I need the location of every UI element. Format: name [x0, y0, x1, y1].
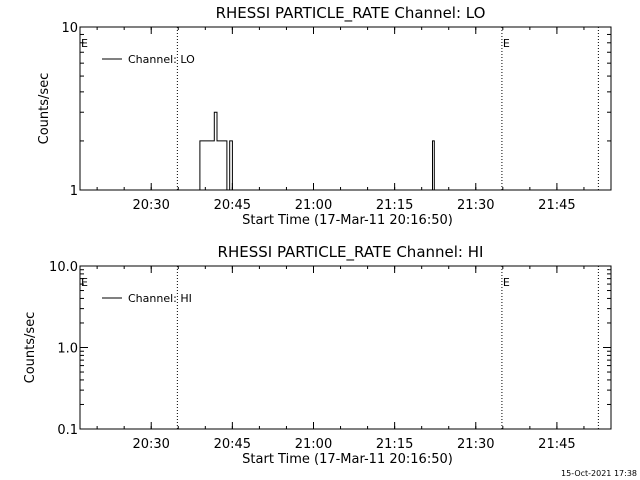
x-axis-label: Start Time (17-Mar-11 20:16:50) — [242, 452, 453, 467]
event-marker-label: E — [503, 276, 510, 289]
y-tick-label: 1.0 — [57, 342, 78, 357]
chart-panel-1: RHESSI PARTICLE_RATE Channel: LO 20:30 20:… — [37, 4, 612, 228]
y-tick-label: 1 — [70, 184, 78, 199]
y-tick-label: 10 — [61, 21, 78, 36]
chart-title: RHESSI PARTICLE_RATE Channel: LO — [216, 4, 486, 23]
x-tick-label: 20:45 — [214, 437, 251, 452]
y-tick-label: 0.1 — [57, 423, 78, 438]
x-tick-label: 21:15 — [376, 198, 413, 213]
x-tick-label: 20:30 — [132, 437, 169, 452]
y-axis-label: Counts/sec — [37, 73, 52, 145]
chart-title: RHESSI PARTICLE_RATE Channel: HI — [218, 243, 484, 262]
event-marker-label: E — [503, 37, 510, 50]
x-tick-label: 20:30 — [132, 198, 169, 213]
event-marker-label: E — [81, 37, 88, 50]
y-axis-label: Counts/sec — [23, 312, 38, 384]
chart-panel-2: RHESSI PARTICLE_RATE Channel: HI 20:30 20:… — [23, 243, 612, 467]
x-tick-label: 21:30 — [457, 198, 494, 213]
y-tick-label: 10.0 — [49, 260, 78, 275]
series-line-1 — [199, 111, 435, 191]
plot-frame — [79, 265, 612, 430]
legend-label: Channel: LO — [128, 53, 195, 66]
x-tick-label: 21:45 — [538, 198, 575, 213]
x-tick-label: 21:15 — [376, 437, 413, 452]
plot-frame — [79, 26, 612, 191]
x-tick-label: 21:30 — [457, 437, 494, 452]
x-axis-label: Start Time (17-Mar-11 20:16:50) — [242, 213, 453, 228]
legend-label: Channel: HI — [128, 292, 192, 305]
event-marker-label: E — [81, 276, 88, 289]
footer-timestamp: 15-Oct-2021 17:38 — [561, 469, 637, 478]
x-tick-label: 21:00 — [295, 198, 332, 213]
x-tick-label: 20:45 — [214, 198, 251, 213]
x-tick-label: 21:00 — [295, 437, 332, 452]
x-tick-label: 21:45 — [538, 437, 575, 452]
